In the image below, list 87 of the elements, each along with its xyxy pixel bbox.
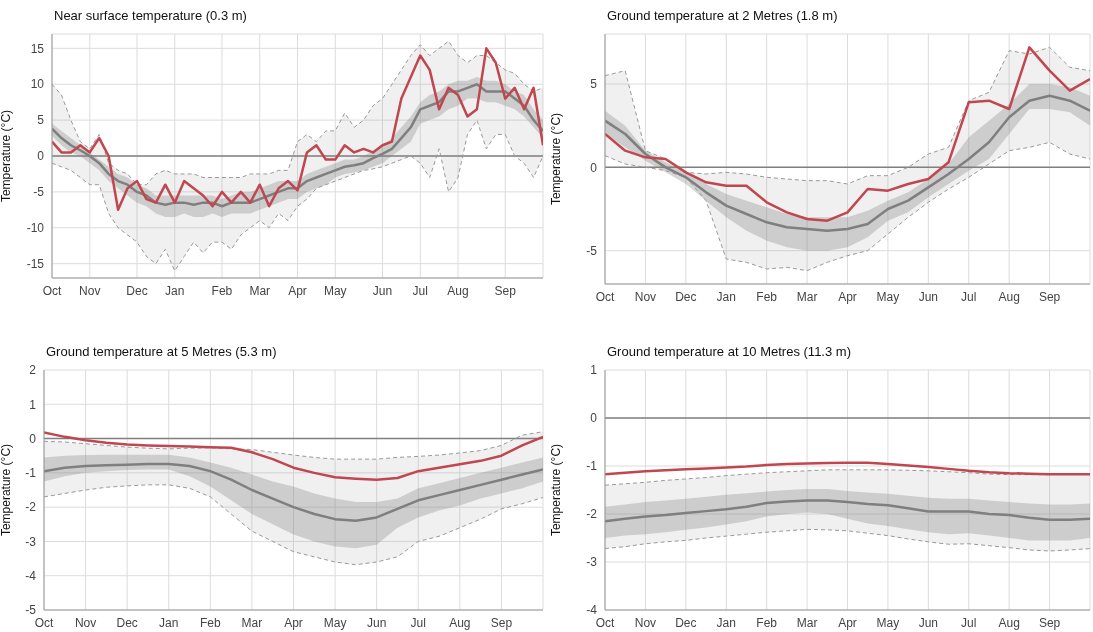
line-series (605, 499, 1090, 523)
y-axis-title: Temperature (°C) (549, 112, 564, 206)
line-series (44, 462, 543, 523)
x-tick-label: Dec (675, 289, 697, 304)
x-tick-label: Jan (159, 615, 179, 630)
y-tick-label: 1 (29, 397, 37, 412)
y-axis-title: Temperature (°C) (549, 443, 564, 537)
y-axis-title: Temperature (°C) (0, 443, 14, 537)
x-tick-label: Oct (34, 615, 54, 630)
x-tick-label: Aug (998, 289, 1020, 304)
x-tick-label: Nov (79, 283, 101, 298)
x-tick-label: Mar (249, 283, 271, 298)
x-tick-label: Sep (490, 615, 513, 630)
x-tick-label: Apr (838, 289, 857, 304)
x-tick-label: Jul (961, 615, 977, 630)
x-tick-label: May (323, 615, 347, 630)
x-tick-label: Jun (372, 283, 393, 298)
line-series (605, 461, 1090, 476)
x-tick-label: Sep (1038, 289, 1061, 304)
x-tick-label: Jul (412, 283, 428, 298)
x-tick-label: Mar (796, 615, 818, 630)
x-tick-label: Apr (288, 283, 307, 298)
y-tick-label: -10 (26, 221, 45, 236)
y-tick-label: -3 (586, 555, 598, 570)
line-series (52, 47, 543, 212)
y-tick-label: -4 (25, 568, 37, 583)
x-tick-label: Jun (918, 289, 939, 304)
x-tick-label: Mar (241, 615, 263, 630)
y-tick-label: 0 (590, 160, 598, 175)
y-tick-label: 0 (590, 411, 598, 426)
y-tick-label: 5 (37, 113, 45, 128)
chart-title: Near surface temperature (0.3 m) (54, 8, 247, 23)
x-tick-label: May (876, 289, 900, 304)
x-tick-label: Aug (998, 615, 1020, 630)
x-tick-label: Jan (716, 615, 736, 630)
x-tick-label: Sep (494, 283, 517, 298)
x-tick-label: Jul (410, 615, 426, 630)
y-tick-label: -2 (586, 507, 598, 522)
x-tick-label: Dec (126, 283, 148, 298)
x-tick-label: Jan (165, 283, 185, 298)
y-tick-label: -5 (586, 243, 598, 258)
y-tick-label: 5 (590, 77, 598, 92)
y-axis-title: Temperature (°C) (0, 109, 14, 203)
x-tick-label: Mar (796, 289, 818, 304)
y-tick-label: -1 (25, 466, 37, 481)
x-tick-label: Jan (716, 289, 736, 304)
x-tick-label: Aug (447, 283, 469, 298)
y-tick-label: 2 (29, 363, 37, 378)
x-tick-label: Sep (1038, 615, 1061, 630)
line-series (605, 94, 1090, 232)
x-tick-label: Oct (42, 283, 62, 298)
line-series (44, 431, 543, 481)
x-tick-label: Dec (116, 615, 138, 630)
x-tick-label: Dec (675, 615, 697, 630)
x-tick-label: Oct (595, 615, 615, 630)
y-tick-label: 0 (37, 149, 45, 164)
x-tick-label: Oct (595, 289, 615, 304)
y-tick-label: -5 (33, 185, 45, 200)
x-tick-label: Apr (284, 615, 303, 630)
x-tick-label: Jun (366, 615, 387, 630)
y-tick-label: -1 (586, 459, 598, 474)
y-tick-label: 0 (29, 431, 37, 446)
y-tick-label: 10 (30, 77, 45, 92)
x-tick-label: Nov (74, 615, 97, 630)
y-tick-label: -15 (26, 256, 45, 271)
y-tick-label: -4 (586, 603, 598, 618)
y-tick-label: -3 (25, 534, 37, 549)
x-tick-label: Apr (838, 615, 857, 630)
x-tick-label: Feb (199, 615, 221, 630)
y-tick-label: 1 (590, 363, 598, 378)
x-tick-label: May (323, 283, 347, 298)
x-tick-label: Nov (634, 615, 657, 630)
x-tick-label: Feb (756, 289, 778, 304)
x-tick-label: Jun (918, 615, 939, 630)
line-series (605, 46, 1090, 222)
x-tick-label: Nov (634, 289, 657, 304)
x-tick-label: Feb (756, 615, 778, 630)
x-tick-label: May (876, 615, 900, 630)
x-tick-label: Aug (449, 615, 471, 630)
y-tick-label: -5 (25, 603, 37, 618)
chart-title: Ground temperature at 10 Metres (11.3 m) (607, 344, 851, 359)
y-tick-label: -2 (25, 500, 37, 515)
y-tick-label: 15 (30, 41, 45, 56)
chart-title: Ground temperature at 5 Metres (5.3 m) (46, 344, 277, 359)
x-tick-label: Feb (211, 283, 233, 298)
x-tick-label: Jul (961, 289, 977, 304)
chart-title: Ground temperature at 2 Metres (1.8 m) (607, 8, 838, 23)
